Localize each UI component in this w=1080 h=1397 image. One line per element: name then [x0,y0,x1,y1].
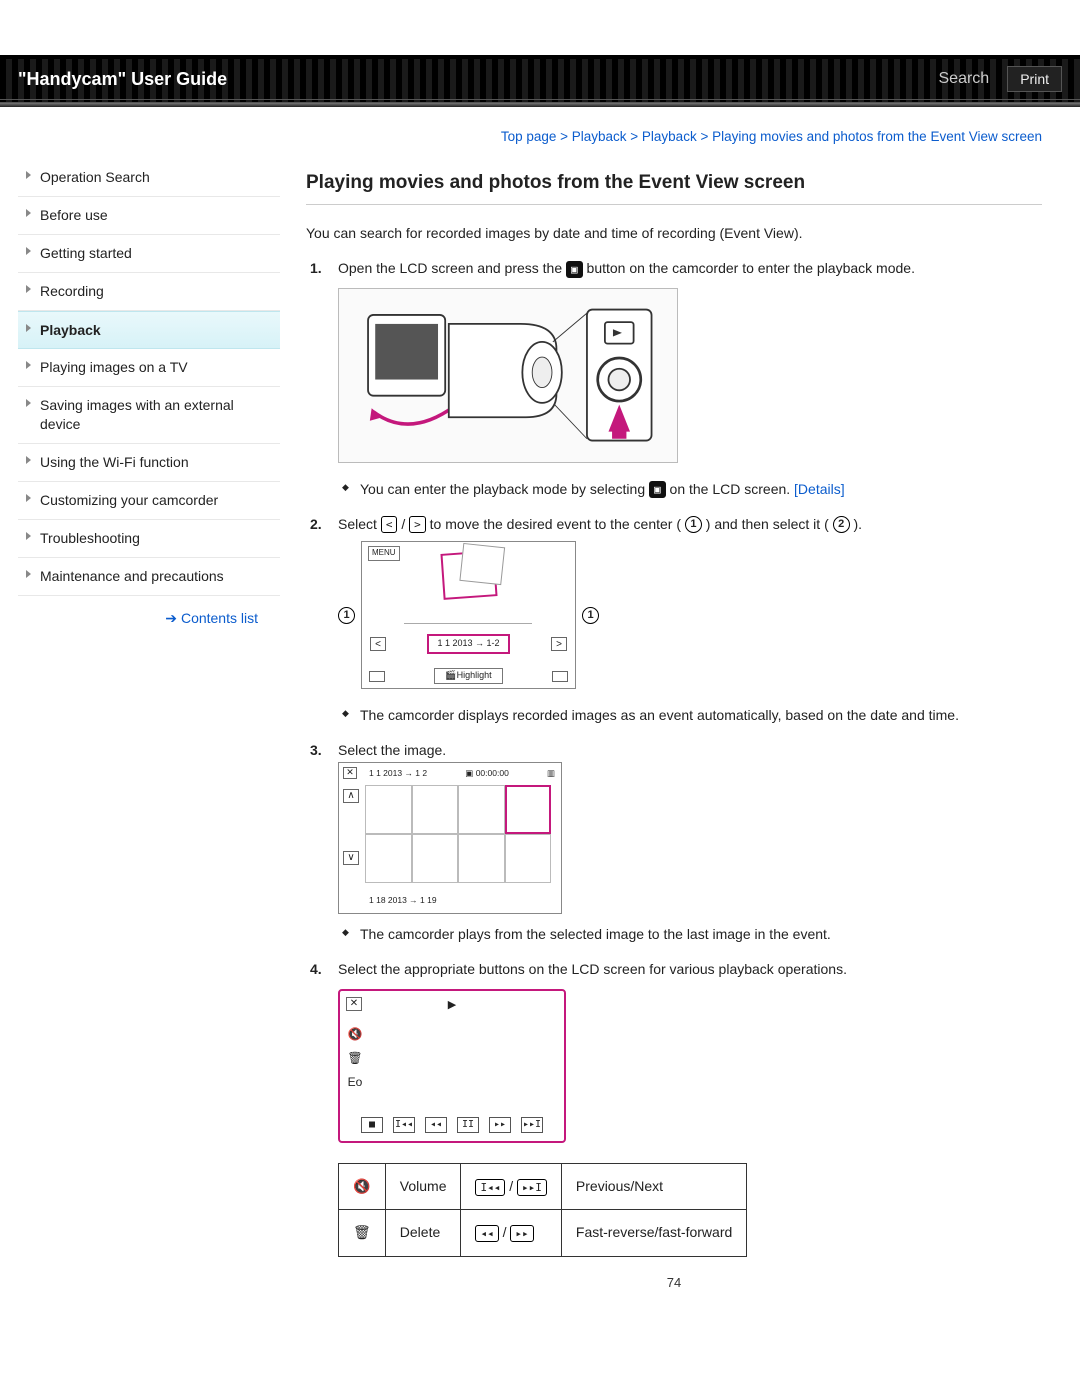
step-4: Select the appropriate buttons on the LC… [310,959,1042,1257]
step-3: Select the image. ✕ 1 1 2013 → 1 2▣ 00:0… [310,740,1042,945]
page-number: 74 [306,1275,1042,1290]
eventview-prev-icon: < [370,637,386,651]
cell-prevnext-icon: I◂◂ / ▸▸I [461,1163,561,1210]
volume-side-icon: 🔇 [346,1027,364,1043]
figure-playback-controls: ✕ ▶ 🔇 🗑 Eo ■ I◂◂ ◂◂ II ▸▸ ▸▸I [338,989,566,1143]
sidebar: Operation Search Before use Getting star… [0,119,280,1290]
nav-operation-search[interactable]: Operation Search [18,159,280,197]
main-content: Top page > Playback > Playback > Playing… [280,119,1050,1290]
prev-icon: I◂◂ [393,1117,415,1133]
header-bar: "Handycam" User Guide Search Print [0,55,1080,103]
cell-del-icon: 🗑 [339,1210,386,1257]
nav-right-icon: > [409,516,426,533]
figure-thumbnail-grid: ✕ 1 1 2013 → 1 2▣ 00:00:00▥ ∧∨ 1 18 2013… [338,762,562,914]
rev-icon: ◂◂ [425,1117,447,1133]
cell-del-label: Delete [385,1210,461,1257]
contents-list-link[interactable]: ➔Contents list [18,596,280,627]
cell-vol-label: Volume [385,1163,461,1210]
nav-customizing[interactable]: Customizing your camcorder [18,482,280,520]
nav-list: Operation Search Before use Getting star… [18,159,280,596]
figure-camcorder [338,288,678,463]
guide-title: "Handycam" User Guide [18,69,227,90]
breadcrumb[interactable]: Top page > Playback > Playback > Playing… [306,129,1042,144]
nav-getting-started[interactable]: Getting started [18,235,280,273]
details-link[interactable]: [Details] [794,481,845,497]
eventview-next-icon: > [551,637,567,651]
stop-icon: ■ [361,1117,383,1133]
figure-event-view: MENU 2 < 1 1 2013 → 1-2 > 🎬Highlight [361,541,576,689]
context-side-icon: Eo [346,1075,364,1091]
nav-saving-external[interactable]: Saving images with an external device [18,387,280,444]
nav-wifi[interactable]: Using the Wi-Fi function [18,444,280,482]
nav-playing-on-tv[interactable]: Playing images on a TV [18,349,280,387]
next-icon: ▸▸I [521,1117,543,1133]
intro-text: You can search for recorded images by da… [306,223,1042,244]
step-2: Select < / > to move the desired event t… [310,514,1042,727]
page-title: Playing movies and photos from the Event… [306,172,1042,194]
playback-icon: ▣ [566,261,583,278]
callout-1-icon: 1 [685,516,702,533]
playback-screen-icon: ▣ [649,481,666,498]
cell-prevnext-label: Previous/Next [561,1163,746,1210]
nav-before-use[interactable]: Before use [18,197,280,235]
step2-note: The camcorder displays recorded images a… [342,705,1042,726]
fwd-icon: ▸▸ [489,1117,511,1133]
operations-table: 🔇 Volume I◂◂ / ▸▸I Previous/Next 🗑 Delet… [338,1163,747,1257]
callout-1-left: 1 [338,607,355,624]
step-1: Open the LCD screen and press the ▣ butt… [310,258,1042,500]
pause-icon: II [457,1117,479,1133]
print-button[interactable]: Print [1007,66,1062,92]
cell-vol-icon: 🔇 [339,1163,386,1210]
callout-1-right: 1 [582,607,599,624]
step3-note: The camcorder plays from the selected im… [342,924,1042,945]
cell-revfwd-icon: ◂◂ / ▸▸ [461,1210,561,1257]
nav-playback[interactable]: Playback [18,311,280,350]
step1-note: You can enter the playback mode by selec… [342,479,1042,500]
nav-troubleshooting[interactable]: Troubleshooting [18,520,280,558]
nav-recording[interactable]: Recording [18,273,280,311]
delete-side-icon: 🗑 [346,1051,364,1067]
search-link[interactable]: Search [939,70,990,88]
callout-2-icon: 2 [833,516,850,533]
cell-revfwd-label: Fast-reverse/fast-forward [561,1210,746,1257]
nav-maintenance[interactable]: Maintenance and precautions [18,558,280,596]
nav-left-icon: < [381,516,398,533]
